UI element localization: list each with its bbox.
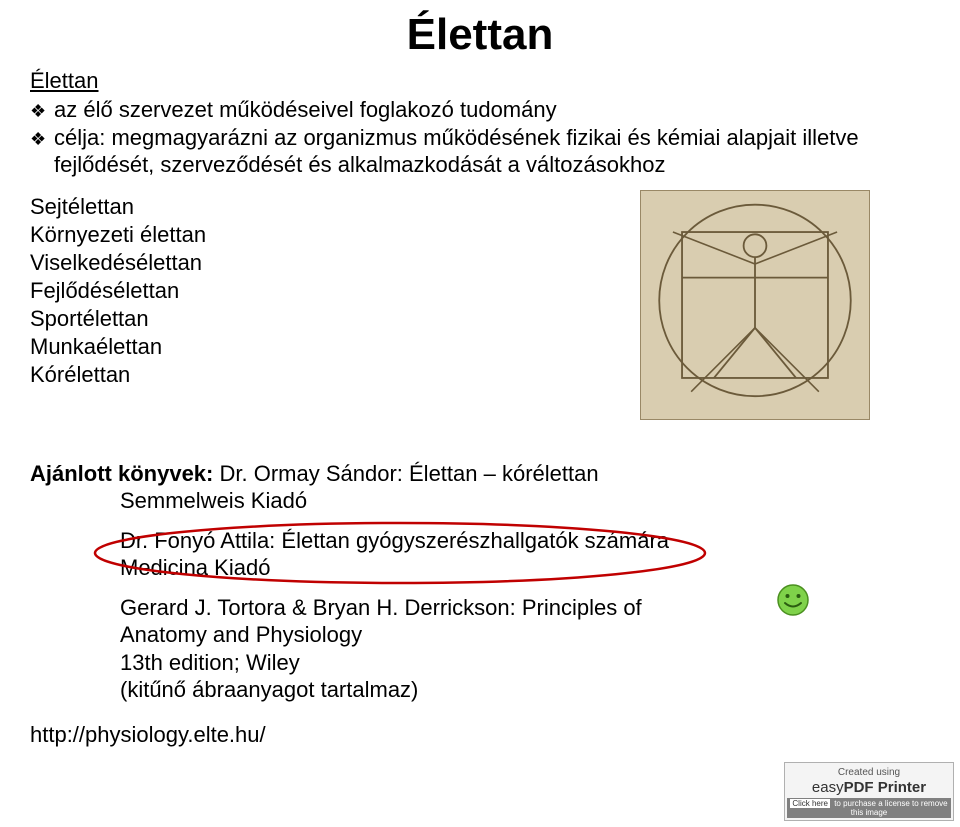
book-line: (kitűnő ábraanyagot tartalmaz) xyxy=(120,676,930,704)
bullet-item: ❖ célja: megmagyarázni az organizmus műk… xyxy=(30,124,930,179)
bullet-text: az élő szervezet működéseivel foglakozó … xyxy=(54,96,930,124)
definition-bullets: ❖ az élő szervezet működéseivel foglakoz… xyxy=(30,96,930,179)
watermark-bar[interactable]: Click here to purchase a license to remo… xyxy=(787,798,951,818)
book-line: Semmelweis Kiadó xyxy=(30,487,930,515)
recommended-books: Ajánlott könyvek: Dr. Ormay Sándor: Élet… xyxy=(30,460,930,704)
watermark-bar-text: to purchase a license to remove this ima… xyxy=(832,799,948,817)
bullet-text: célja: megmagyarázni az organizmus működ… xyxy=(54,124,930,179)
watermark-logo-part: easy xyxy=(812,779,844,796)
diamond-bullet-icon: ❖ xyxy=(30,100,54,123)
book-line: Dr. Ormay Sándor: Élettan – kórélettan xyxy=(220,461,599,486)
book-entry-highlighted: Dr. Fonyó Attila: Élettan gyógyszerészha… xyxy=(30,527,930,582)
book-line: Dr. Fonyó Attila: Élettan gyógyszerészha… xyxy=(120,528,669,553)
easypdf-watermark: Created using easyPDF Printer Click here… xyxy=(784,762,954,821)
diamond-bullet-icon: ❖ xyxy=(30,128,54,151)
watermark-logo: easyPDF Printer xyxy=(787,779,951,796)
book-line: 13th edition; Wiley xyxy=(120,649,930,677)
bullet-item: ❖ az élő szervezet működéseivel foglakoz… xyxy=(30,96,930,124)
watermark-click-here[interactable]: Click here xyxy=(790,799,830,808)
website-url: http://physiology.elte.hu/ xyxy=(30,722,930,748)
vitruvian-man-image xyxy=(640,190,870,420)
smiley-icon xyxy=(776,583,810,617)
books-label: Ajánlott könyvek: xyxy=(30,461,213,486)
watermark-logo-part: Printer xyxy=(874,779,927,796)
book-line: Gerard J. Tortora & Bryan H. Derrickson:… xyxy=(120,595,642,620)
watermark-line: Created using xyxy=(787,767,951,778)
watermark-logo-part: PDF xyxy=(844,779,874,796)
book-line: Medicina Kiadó xyxy=(120,554,930,582)
section-subtitle: Élettan xyxy=(30,68,930,94)
page-title: Élettan xyxy=(30,10,930,60)
book-entry: Ajánlott könyvek: Dr. Ormay Sándor: Élet… xyxy=(30,460,930,515)
book-line: Anatomy and Physiology xyxy=(120,621,930,649)
